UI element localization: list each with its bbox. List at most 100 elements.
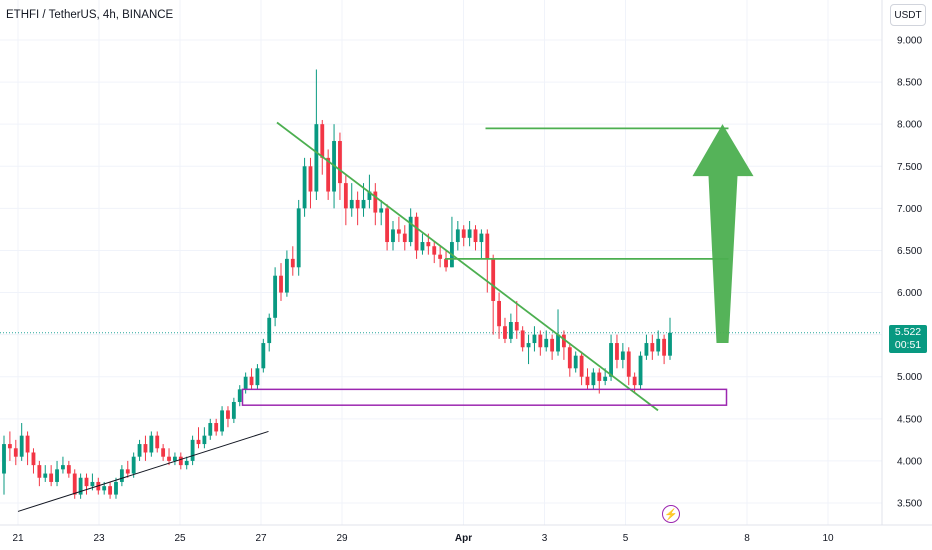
candle-body [49, 473, 54, 482]
candle-body [37, 465, 42, 478]
candle-countdown: 00:51 [894, 339, 922, 351]
time-tick-label: 27 [255, 533, 267, 544]
candle-body [25, 435, 30, 453]
candle-body [131, 456, 136, 474]
candle-body [226, 410, 230, 419]
candlestick-series [2, 69, 672, 499]
candle-body [402, 233, 407, 243]
candle-body [473, 229, 478, 243]
price-tick-label: 7.500 [897, 162, 922, 173]
candle-body [550, 338, 555, 352]
time-axis: 21 23 25 27 29 Apr 3 5 8 10 [0, 524, 932, 544]
candle-body [438, 254, 443, 259]
candle-body [343, 183, 348, 209]
candle-body [84, 477, 89, 487]
candle-body [408, 216, 413, 243]
candle-body [255, 368, 260, 386]
candle-body [644, 343, 649, 356]
candle-body [178, 456, 183, 466]
candle-body [7, 444, 12, 449]
candle-body [391, 229, 395, 243]
candle-body [237, 389, 242, 402]
support-zone-rectangle [241, 388, 728, 406]
candle-body [414, 216, 419, 251]
candle-body [444, 258, 448, 268]
currency-button[interactable]: USDT [890, 4, 926, 26]
time-tick-label: 25 [174, 533, 186, 544]
candle-body [155, 435, 160, 449]
price-tick-label: 7.000 [897, 204, 922, 215]
candle-body [102, 486, 107, 491]
candle-body [349, 199, 354, 209]
candle-body [338, 141, 342, 184]
candle-body [119, 469, 124, 482]
candle-body [320, 124, 325, 158]
candle-body [632, 376, 637, 386]
candle-body [78, 477, 83, 495]
candle-body [461, 229, 466, 238]
candle-body [379, 208, 384, 213]
candle-body [326, 157, 331, 192]
candle-body [31, 452, 36, 466]
candle-body [196, 439, 201, 445]
candle-body [561, 334, 566, 348]
price-tick-label: 8.000 [897, 120, 922, 131]
candle-body [208, 423, 213, 436]
chart-grid [0, 0, 882, 525]
candle-body [290, 258, 295, 268]
candle-body [385, 208, 390, 243]
time-tick-label: 23 [93, 533, 105, 544]
candle-body [173, 456, 177, 461]
price-tick-label: 9.000 [897, 36, 922, 47]
candle-body [609, 343, 613, 377]
last-price-tag: 5.522 00:51 [889, 325, 927, 353]
price-tick-label: 4.000 [897, 456, 922, 467]
time-tick-label: Apr [455, 533, 472, 544]
candle-body [603, 376, 608, 381]
candle-body [538, 334, 543, 348]
price-tick-label: 6.500 [897, 246, 922, 257]
candle-body [19, 435, 24, 457]
candle-body [2, 444, 6, 474]
candle-body [526, 343, 531, 348]
chart-title: ETHFI / TetherUS, 4h, BINANCE [6, 9, 174, 21]
candle-body [267, 317, 272, 344]
candle-body [656, 338, 661, 352]
lightning-icon[interactable]: ⚡ [662, 505, 680, 523]
candle-body [579, 355, 584, 377]
price-tick-label: 6.000 [897, 288, 922, 299]
time-tick-label: 3 [542, 533, 548, 544]
support-trendline [17, 430, 269, 512]
candle-body [520, 330, 525, 348]
candle-body [497, 300, 501, 327]
candle-body [149, 435, 154, 453]
candle-body [467, 229, 472, 238]
price-tick-label: 5.000 [897, 372, 922, 383]
candle-body [432, 246, 437, 255]
candle-body [567, 347, 572, 369]
time-tick-label: 8 [744, 533, 750, 544]
candle-body [367, 191, 372, 200]
candle-body [455, 229, 460, 243]
candle-body [668, 332, 672, 356]
candle-body [13, 448, 18, 457]
candle-body [556, 334, 560, 352]
candle-body [638, 355, 643, 386]
candle-body [220, 410, 224, 432]
candle-body [72, 473, 77, 495]
candle-body [544, 338, 549, 348]
candle-body [143, 444, 148, 453]
candle-body [308, 166, 313, 192]
candle-body [161, 448, 166, 457]
candle-body [396, 229, 401, 234]
candle-body [314, 124, 319, 192]
candle-body [61, 465, 65, 470]
candle-body [125, 469, 130, 474]
candle-body [508, 322, 513, 339]
candle-body [231, 401, 236, 419]
candle-body [261, 343, 266, 369]
candle-body [361, 199, 366, 209]
candle-body [284, 258, 289, 293]
candle-body [426, 242, 431, 247]
